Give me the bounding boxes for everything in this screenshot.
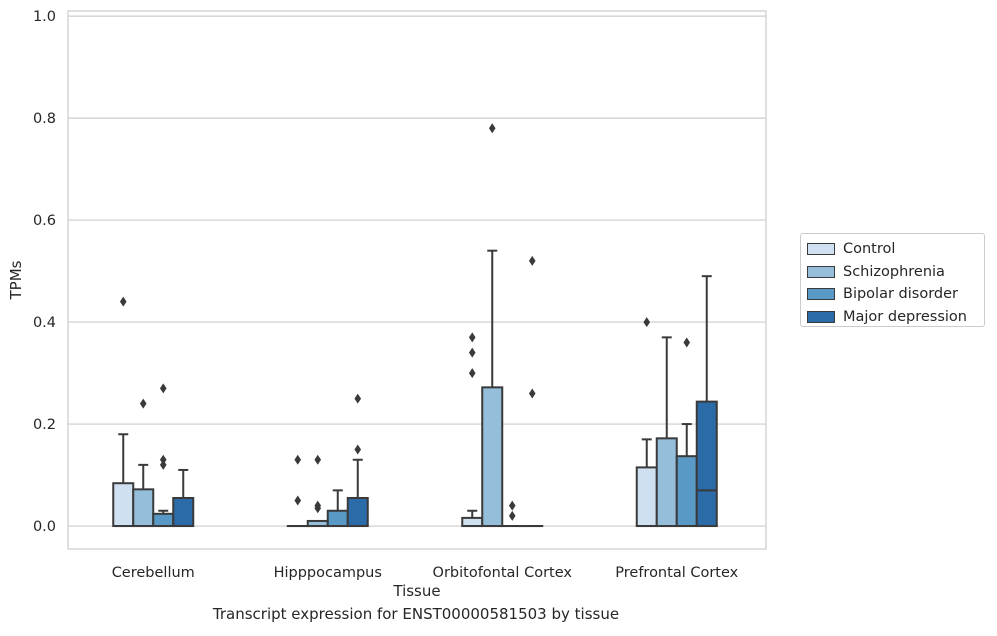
box-bipolar-disorder [152, 383, 175, 528]
box-rect [675, 455, 698, 528]
box-schizophrenia [132, 398, 155, 528]
outlier-point [354, 444, 362, 455]
x-tick-label: Orbitofontal Cortex [433, 565, 573, 581]
box-rect [635, 466, 658, 528]
outlier-point [159, 383, 167, 394]
legend-swatch [807, 288, 835, 301]
outlier-point [488, 123, 496, 134]
outlier-point [119, 296, 127, 307]
outlier-point [468, 347, 476, 358]
x-axis-label: Tissue [392, 582, 440, 600]
y-tick-label: 0.2 [33, 417, 56, 433]
outlier-point [528, 388, 536, 399]
y-axis-ticks: 0.0 0.2 0.4 0.6 0.8 1.0 [33, 9, 56, 535]
box-rect [655, 437, 678, 528]
box-control [112, 296, 135, 528]
box-major-depression [695, 275, 718, 528]
outlier-point [468, 368, 476, 379]
legend-label: Control [843, 241, 896, 258]
box-rect [112, 482, 135, 528]
box-bipolar-disorder [326, 489, 349, 528]
box-schizophrenia [306, 454, 329, 528]
box-schizophrenia [481, 123, 504, 528]
legend-item-major-depression: Major depression [807, 306, 984, 329]
legend-swatch [807, 243, 835, 256]
legend-swatch [807, 310, 835, 323]
legend-label: Schizophrenia [843, 263, 945, 280]
outlier-point [139, 398, 147, 409]
outlier-point [294, 454, 302, 465]
outlier-point [294, 495, 302, 506]
outlier-point [643, 317, 651, 328]
box-rect [152, 512, 175, 528]
box-rect [695, 400, 718, 528]
x-tick-label: Prefrontal Cortex [615, 565, 738, 581]
y-tick-label: 0.8 [33, 111, 56, 127]
box-series [112, 123, 718, 528]
x-axis-ticks: Cerebellum Hipppocampus Orbitofontal Corte… [112, 565, 739, 581]
box-rect [481, 386, 504, 528]
chart-caption: Transcript expression for ENST0000058150… [212, 605, 620, 623]
y-tick-label: 0.0 [33, 519, 56, 535]
legend-swatch [807, 265, 835, 278]
y-tick-label: 0.6 [33, 213, 56, 229]
legend-label: Major depression [843, 308, 967, 325]
outlier-point [468, 332, 476, 343]
y-tick-label: 0.4 [33, 315, 56, 331]
box-major-depression [521, 255, 544, 528]
outlier-point [354, 393, 362, 404]
x-tick-label: Hipppocampus [274, 565, 382, 581]
legend: Control Schizophrenia Bipolar disorder M… [800, 233, 985, 327]
box-rect [461, 516, 484, 528]
y-tick-label: 1.0 [33, 9, 56, 25]
box-rect [326, 509, 349, 528]
box-major-depression [172, 468, 195, 528]
plot-area [67, 10, 767, 550]
outlier-point [683, 337, 691, 348]
legend-item-schizophrenia: Schizophrenia [807, 261, 984, 284]
box-major-depression [346, 393, 369, 528]
box-control [286, 454, 309, 528]
legend-label: Bipolar disorder [843, 286, 958, 303]
legend-item-control: Control [807, 238, 984, 261]
legend-item-bipolar-disorder: Bipolar disorder [807, 283, 984, 306]
y-axis-label: TPMs [7, 260, 25, 300]
outlier-point [159, 459, 167, 470]
outlier-point [508, 510, 516, 521]
outlier-point [314, 503, 322, 514]
outlier-point [508, 500, 516, 511]
outlier-point [314, 454, 322, 465]
box-control [461, 332, 484, 528]
outlier-point [528, 255, 536, 266]
box-bipolar-disorder [675, 337, 698, 528]
outlier-point [159, 454, 167, 465]
box-rect [172, 497, 195, 528]
x-tick-label: Cerebellum [112, 565, 195, 581]
box-rect [132, 488, 155, 528]
box-rect [346, 497, 369, 528]
